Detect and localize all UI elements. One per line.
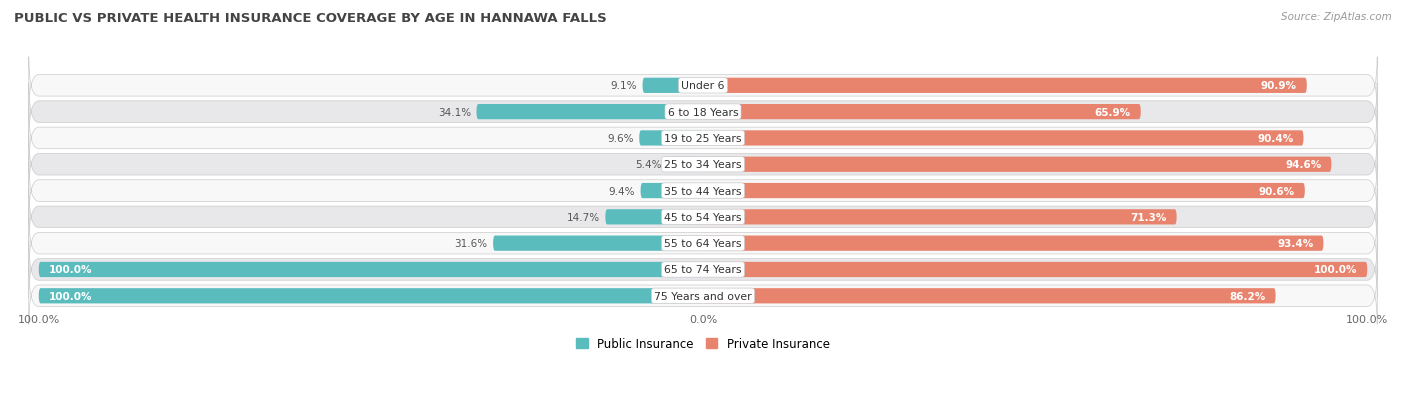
FancyBboxPatch shape	[477, 105, 703, 120]
Text: 34.1%: 34.1%	[439, 107, 471, 117]
Text: 86.2%: 86.2%	[1229, 291, 1265, 301]
FancyBboxPatch shape	[28, 241, 1378, 299]
Text: 94.6%: 94.6%	[1285, 160, 1322, 170]
FancyBboxPatch shape	[606, 210, 703, 225]
Text: 6 to 18 Years: 6 to 18 Years	[668, 107, 738, 117]
FancyBboxPatch shape	[28, 189, 1378, 246]
FancyBboxPatch shape	[28, 215, 1378, 272]
Legend: Public Insurance, Private Insurance: Public Insurance, Private Insurance	[571, 333, 835, 355]
FancyBboxPatch shape	[640, 131, 703, 146]
Text: 65.9%: 65.9%	[1095, 107, 1130, 117]
FancyBboxPatch shape	[666, 157, 703, 173]
Text: 9.1%: 9.1%	[610, 81, 637, 91]
Text: PUBLIC VS PRIVATE HEALTH INSURANCE COVERAGE BY AGE IN HANNAWA FALLS: PUBLIC VS PRIVATE HEALTH INSURANCE COVER…	[14, 12, 607, 25]
Text: 93.4%: 93.4%	[1277, 239, 1313, 249]
FancyBboxPatch shape	[28, 110, 1378, 167]
FancyBboxPatch shape	[703, 157, 1331, 173]
Text: Source: ZipAtlas.com: Source: ZipAtlas.com	[1281, 12, 1392, 22]
FancyBboxPatch shape	[28, 268, 1378, 325]
Text: 5.4%: 5.4%	[636, 160, 662, 170]
FancyBboxPatch shape	[641, 183, 703, 199]
Text: 9.6%: 9.6%	[607, 133, 634, 144]
Text: 90.9%: 90.9%	[1261, 81, 1296, 91]
Text: 9.4%: 9.4%	[609, 186, 636, 196]
FancyBboxPatch shape	[703, 236, 1323, 251]
Text: Under 6: Under 6	[682, 81, 724, 91]
FancyBboxPatch shape	[703, 78, 1306, 94]
FancyBboxPatch shape	[39, 288, 703, 304]
Text: 100.0%: 100.0%	[1313, 265, 1357, 275]
FancyBboxPatch shape	[28, 57, 1378, 115]
Text: 90.6%: 90.6%	[1258, 186, 1295, 196]
Text: 100.0%: 100.0%	[49, 265, 93, 275]
Text: 25 to 34 Years: 25 to 34 Years	[664, 160, 742, 170]
Text: 14.7%: 14.7%	[567, 212, 600, 222]
FancyBboxPatch shape	[28, 162, 1378, 220]
FancyBboxPatch shape	[703, 131, 1303, 146]
Text: 31.6%: 31.6%	[454, 239, 488, 249]
FancyBboxPatch shape	[39, 262, 703, 278]
FancyBboxPatch shape	[703, 183, 1305, 199]
FancyBboxPatch shape	[703, 105, 1140, 120]
Text: 45 to 54 Years: 45 to 54 Years	[664, 212, 742, 222]
Text: 55 to 64 Years: 55 to 64 Years	[664, 239, 742, 249]
FancyBboxPatch shape	[28, 84, 1378, 141]
Text: 75 Years and over: 75 Years and over	[654, 291, 752, 301]
Text: 19 to 25 Years: 19 to 25 Years	[664, 133, 742, 144]
FancyBboxPatch shape	[703, 288, 1275, 304]
FancyBboxPatch shape	[703, 210, 1177, 225]
Text: 35 to 44 Years: 35 to 44 Years	[664, 186, 742, 196]
Text: 65 to 74 Years: 65 to 74 Years	[664, 265, 742, 275]
FancyBboxPatch shape	[643, 78, 703, 94]
Text: 100.0%: 100.0%	[49, 291, 93, 301]
FancyBboxPatch shape	[494, 236, 703, 251]
FancyBboxPatch shape	[28, 136, 1378, 193]
FancyBboxPatch shape	[703, 262, 1367, 278]
Text: 90.4%: 90.4%	[1257, 133, 1294, 144]
Text: 71.3%: 71.3%	[1130, 212, 1167, 222]
